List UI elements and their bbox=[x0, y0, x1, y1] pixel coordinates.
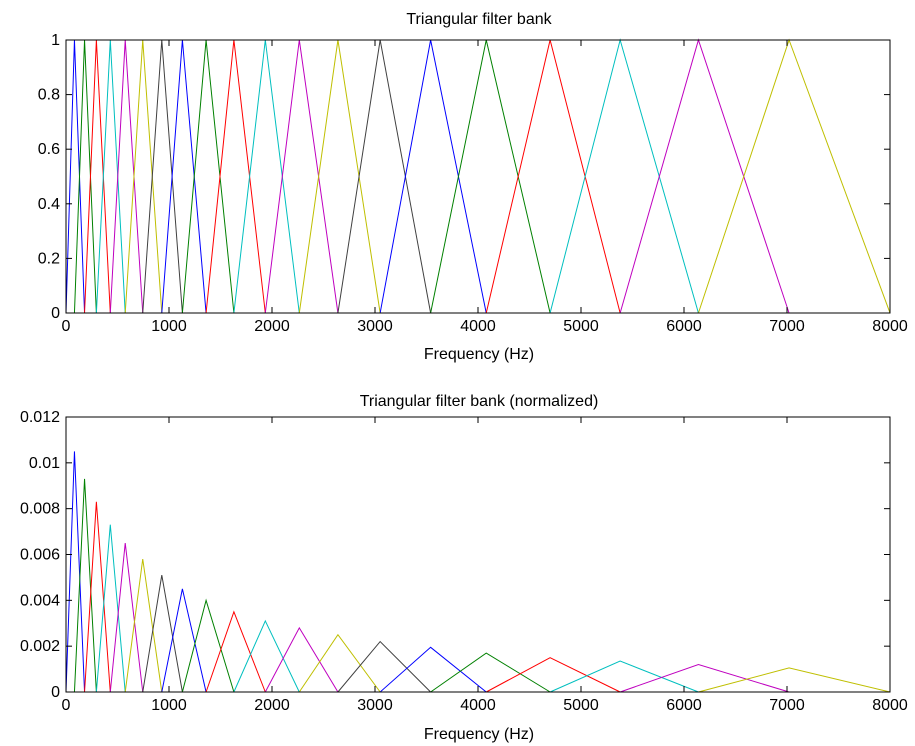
filter-bank-plot: Triangular filter bank 0 1000 2000 3000 4000… bbox=[38, 11, 908, 363]
x-tick-label: 1000 bbox=[151, 318, 187, 335]
filter-triangle bbox=[65, 451, 86, 693]
filter-triangle bbox=[205, 610, 266, 693]
x-tick-label: 2000 bbox=[254, 318, 290, 335]
filter-triangle bbox=[95, 524, 126, 693]
y-tick-label: 0.6 bbox=[38, 141, 60, 158]
x-tick-label: 0 bbox=[62, 697, 71, 714]
x-tick-label: 5000 bbox=[563, 697, 599, 714]
y-tick-label: 0.004 bbox=[20, 592, 60, 609]
y-tick-label: 0.01 bbox=[29, 455, 60, 472]
normalized-filter-bank-plot: Triangular filter bank (normalized) 0 100… bbox=[20, 393, 908, 743]
y-tick-label: 1 bbox=[51, 32, 60, 49]
filter-triangle bbox=[619, 663, 790, 693]
filter-triangle bbox=[337, 640, 431, 693]
x-tick-label: 8000 bbox=[872, 318, 908, 335]
y-tick-label: 0.002 bbox=[20, 638, 60, 655]
x-tick-label: 4000 bbox=[460, 318, 496, 335]
plot-title: Triangular filter bank (normalized) bbox=[360, 393, 599, 410]
x-axis-label: Frequency (Hz) bbox=[424, 726, 534, 743]
filter-triangle bbox=[430, 652, 551, 693]
filter-triangle bbox=[84, 501, 111, 693]
filter-triangle bbox=[264, 626, 339, 693]
y-tick-label: 0 bbox=[51, 684, 60, 701]
filter-series-layer bbox=[65, 451, 891, 693]
x-tick-label: 8000 bbox=[872, 697, 908, 714]
x-tick-label: 3000 bbox=[357, 697, 393, 714]
x-tick-label: 1000 bbox=[151, 697, 187, 714]
filter-triangle bbox=[124, 559, 163, 693]
x-tick-label: 2000 bbox=[254, 697, 290, 714]
filter-triangle bbox=[298, 633, 381, 693]
x-tick-label: 7000 bbox=[769, 697, 805, 714]
x-tick-label: 5000 bbox=[563, 318, 599, 335]
x-tick-label: 6000 bbox=[666, 697, 702, 714]
x-tick-label: 0 bbox=[62, 318, 71, 335]
filter-triangle bbox=[181, 598, 235, 693]
y-tick-label: 0.012 bbox=[20, 409, 60, 426]
x-tick-label: 6000 bbox=[666, 318, 702, 335]
x-tick-label: 3000 bbox=[357, 318, 393, 335]
plot-title: Triangular filter bank bbox=[406, 11, 552, 28]
filter-triangle bbox=[379, 646, 487, 693]
filter-triangle bbox=[486, 657, 621, 693]
x-tick-label: 7000 bbox=[769, 318, 805, 335]
filter-triangle bbox=[142, 575, 183, 693]
filter-triangle bbox=[233, 619, 300, 693]
y-tick-label: 0.008 bbox=[20, 501, 60, 518]
filter-triangle bbox=[161, 588, 207, 693]
y-tick-label: 0.2 bbox=[38, 250, 60, 267]
filter-triangle bbox=[73, 478, 97, 693]
tick-layer: 0 1000 2000 3000 4000 5000 6000 7000 8000 0 0.002 0… bbox=[20, 409, 908, 714]
y-tick-label: 0 bbox=[51, 305, 60, 322]
tick-layer: 0 1000 2000 3000 4000 5000 6000 7000 8000 0 0.2 0.4… bbox=[38, 32, 908, 335]
y-tick-label: 0.8 bbox=[38, 87, 60, 104]
filter-triangle bbox=[109, 542, 144, 693]
filter-triangle bbox=[698, 667, 891, 693]
filter-triangle bbox=[549, 660, 699, 693]
x-tick-label: 4000 bbox=[460, 697, 496, 714]
y-tick-label: 0.4 bbox=[38, 196, 60, 213]
y-tick-label: 0.006 bbox=[20, 547, 60, 564]
x-axis-label: Frequency (Hz) bbox=[424, 346, 534, 363]
